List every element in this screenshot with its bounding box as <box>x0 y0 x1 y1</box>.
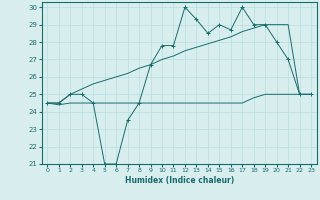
X-axis label: Humidex (Indice chaleur): Humidex (Indice chaleur) <box>124 176 234 185</box>
